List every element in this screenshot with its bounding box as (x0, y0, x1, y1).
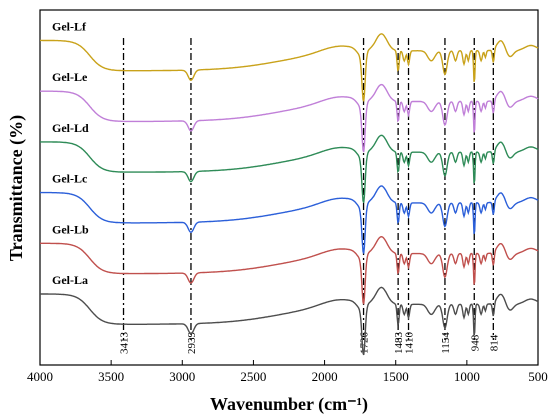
x-tick-label: 3500 (98, 369, 124, 384)
x-tick-label: 2000 (312, 369, 338, 384)
series-labels: Gel-Lf Gel-Le Gel-Ld Gel-Lc Gel-Lb Gel-La (52, 19, 89, 287)
peak-label: 814 (488, 334, 500, 351)
x-tick-label: 2500 (240, 369, 266, 384)
x-tick-label: 1500 (383, 369, 409, 384)
peak-label: 948 (469, 334, 481, 351)
x-axis-title: Wavenumber (cm⁻¹) (210, 394, 368, 415)
series-line (40, 33, 539, 102)
x-tick-label: 3000 (169, 369, 195, 384)
plot-frame (39, 9, 539, 366)
x-axis-ticks: 4000 3500 3000 2500 2000 1500 1000 500 (27, 360, 548, 384)
series-line (40, 286, 539, 356)
series-label: Gel-Lf (52, 19, 87, 33)
series-line (40, 235, 539, 305)
peak-label: 3413 (119, 332, 131, 355)
peak-label: 1154 (440, 332, 452, 354)
series-label: Gel-Le (52, 70, 88, 84)
peak-label: 1483 (393, 332, 405, 355)
series-line (40, 134, 539, 204)
peak-label: 2939 (186, 332, 198, 355)
x-tick-label: 500 (528, 369, 548, 384)
series-line (40, 83, 539, 153)
peak-label: 1410 (404, 332, 416, 355)
series-label: Gel-Ld (52, 121, 89, 135)
x-tick-label: 4000 (27, 369, 53, 384)
series-label: Gel-Lb (52, 222, 89, 236)
spectra-curves (40, 33, 539, 356)
series-label: Gel-Lc (52, 172, 88, 186)
series-line (40, 185, 539, 254)
x-tick-label: 1000 (454, 369, 480, 384)
series-label: Gel-La (52, 273, 88, 287)
y-axis-title: Transmittance (%) (6, 115, 27, 261)
